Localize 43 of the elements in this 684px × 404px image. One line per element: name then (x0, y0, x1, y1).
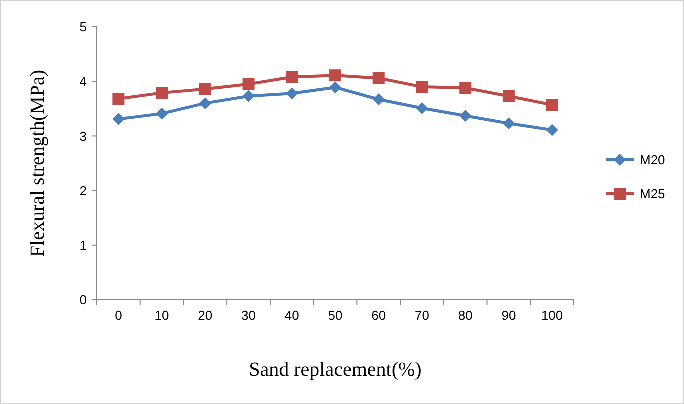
x-tick-label: 0 (115, 308, 122, 323)
legend-label: M25 (640, 186, 666, 202)
y-tick-label: 3 (80, 128, 87, 144)
point (199, 83, 212, 96)
x-tick-label: 20 (198, 308, 213, 323)
point (156, 108, 168, 120)
point (502, 118, 515, 130)
point (330, 82, 342, 94)
point (112, 113, 125, 126)
x-tick-label: 30 (242, 308, 256, 323)
x-tick-label: 90 (502, 308, 516, 323)
point (460, 82, 472, 94)
point (242, 90, 255, 102)
point (546, 124, 558, 136)
point (330, 70, 342, 82)
x-tick-label: 10 (154, 308, 170, 323)
point (372, 94, 385, 106)
point (502, 90, 515, 102)
x-tick-label: 80 (458, 308, 473, 323)
y-tick-label: 2 (80, 183, 87, 198)
x-tick-label: 50 (328, 308, 343, 323)
x-tick-label: 70 (414, 308, 430, 323)
point (416, 81, 428, 94)
y-tick-label: 1 (80, 238, 87, 253)
y-axis-title: Flexural strength(MPa) (27, 70, 49, 258)
legend-label: M20 (640, 152, 666, 168)
point (286, 88, 298, 100)
point (286, 71, 298, 84)
point (156, 87, 168, 100)
point (460, 110, 472, 122)
x-tick-label: 40 (284, 308, 300, 323)
point (546, 99, 558, 112)
x-axis-title: Sand replacement(%) (249, 359, 422, 381)
y-tick-label: 4 (80, 74, 87, 90)
x-tick-label: 100 (541, 308, 564, 323)
point (372, 72, 385, 84)
point (242, 78, 255, 90)
y-tick-label: 0 (80, 292, 87, 308)
point (199, 97, 212, 110)
point (416, 102, 428, 114)
x-tick-label: 60 (372, 308, 386, 323)
y-tick-label: 5 (80, 20, 87, 35)
point (112, 93, 125, 106)
